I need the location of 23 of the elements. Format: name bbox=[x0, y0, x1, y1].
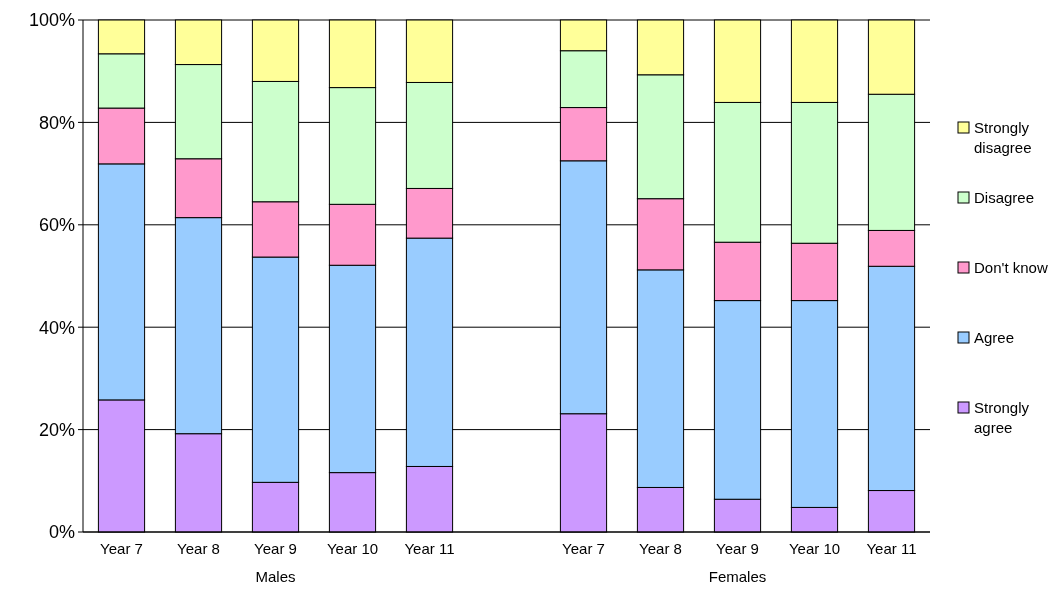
x-tick-label: Year 11 bbox=[404, 540, 455, 557]
y-tick-label: 60% bbox=[38, 215, 75, 236]
x-tick-label: Year 9 bbox=[254, 540, 297, 557]
legend-label: Strongly disagree bbox=[974, 119, 1032, 157]
text: Males bbox=[255, 568, 296, 585]
x-tick-label: Year 10 bbox=[326, 540, 379, 557]
y-tick-label: 40% bbox=[38, 317, 75, 338]
y-tick-label: 100% bbox=[28, 10, 75, 31]
legend-label: Agree bbox=[974, 329, 1015, 347]
y-tick-label: 80% bbox=[38, 112, 75, 133]
legend-label: Disagree bbox=[974, 189, 1035, 207]
legend-label: Don't know bbox=[974, 259, 1048, 277]
x-tick-label: Year 9 bbox=[716, 540, 759, 557]
x-tick-label: Year 10 bbox=[788, 540, 841, 557]
x-tick-label: Year 7 bbox=[100, 540, 143, 557]
x-tick-label: Year 7 bbox=[562, 540, 605, 557]
x-tick-label: Year 11 bbox=[866, 540, 917, 557]
y-tick-label: 20% bbox=[38, 419, 75, 440]
x-tick-label: Year 8 bbox=[639, 540, 682, 557]
text: Females bbox=[708, 568, 767, 585]
x-tick-label: Year 8 bbox=[177, 540, 220, 557]
legend-label: Strongly agree bbox=[974, 399, 1030, 437]
y-tick-label: 0% bbox=[48, 522, 75, 543]
